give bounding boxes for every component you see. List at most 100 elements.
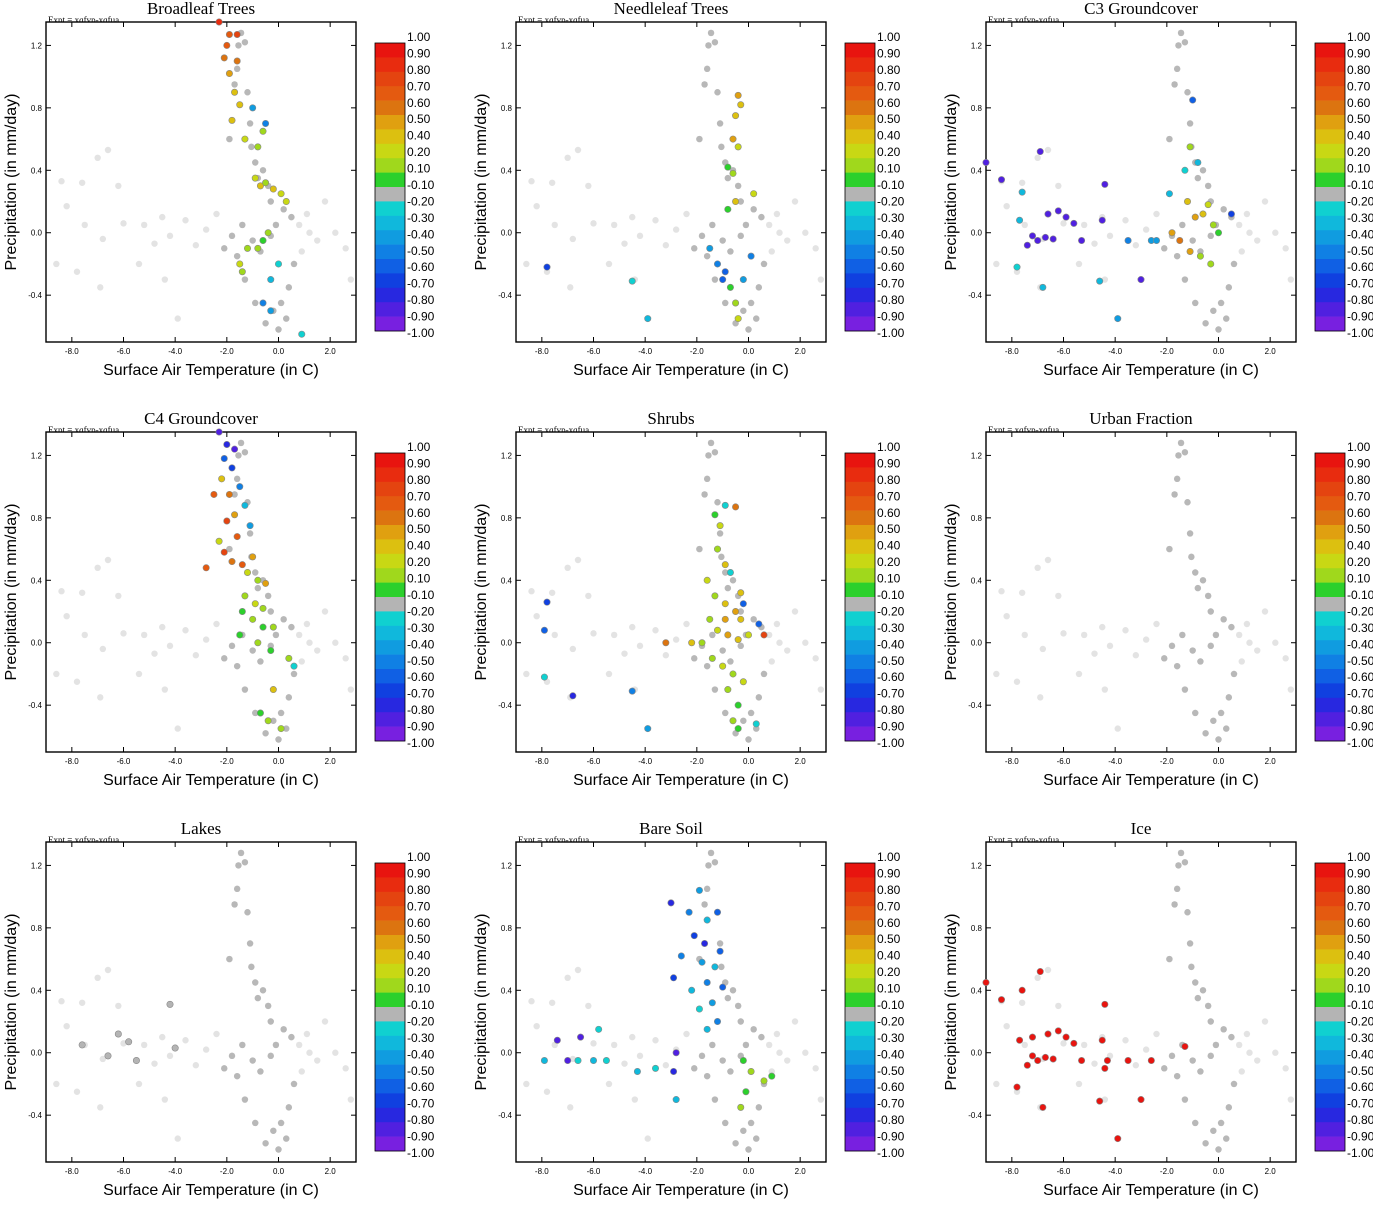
core-point bbox=[235, 862, 242, 869]
colorbar-bin bbox=[845, 143, 875, 159]
core-point bbox=[747, 299, 755, 307]
background-point bbox=[574, 966, 582, 974]
y-tick-label: 0.4 bbox=[971, 166, 983, 175]
data-point bbox=[125, 1038, 133, 1046]
core-point bbox=[709, 221, 716, 229]
colorbar-label: 0.60 bbox=[1347, 96, 1371, 110]
colorbar-label: 0.80 bbox=[407, 473, 431, 487]
background-point bbox=[784, 647, 791, 654]
background-point bbox=[63, 612, 70, 620]
background-point bbox=[342, 655, 349, 662]
background-point bbox=[773, 620, 781, 628]
core-point bbox=[755, 284, 763, 291]
y-tick-label: 0.8 bbox=[971, 514, 983, 523]
colorbar-bin bbox=[375, 978, 405, 993]
background-point bbox=[1101, 686, 1109, 693]
colorbar-frame bbox=[844, 452, 876, 742]
plot-frame bbox=[985, 841, 1297, 1163]
colorbar-label: -0.40 bbox=[407, 637, 435, 651]
y-tick-label: 1.2 bbox=[31, 451, 43, 460]
core-point bbox=[1161, 655, 1168, 662]
core-point bbox=[221, 1065, 228, 1072]
colorbar-label: 0.80 bbox=[877, 473, 901, 487]
data-point bbox=[737, 615, 745, 623]
colorbar-label: -0.20 bbox=[877, 1014, 905, 1028]
background-point bbox=[523, 1080, 530, 1088]
colorbar-bin bbox=[845, 1064, 875, 1080]
expt-label: Expt = xqfvp-xqfua bbox=[48, 15, 119, 25]
colorbar-bin bbox=[1315, 949, 1345, 965]
core-point bbox=[1168, 642, 1176, 650]
data-point bbox=[602, 1057, 610, 1065]
y-tick-label: 0.0 bbox=[501, 1049, 513, 1058]
core-point bbox=[1197, 658, 1204, 665]
core-point bbox=[248, 143, 255, 151]
colorbar-bin bbox=[1315, 597, 1345, 612]
core-point bbox=[1215, 1146, 1222, 1153]
core-point bbox=[701, 901, 708, 908]
background-point bbox=[1021, 631, 1028, 639]
colorbar-label: 0.10 bbox=[877, 162, 901, 176]
x-tick-label: 2.0 bbox=[1265, 347, 1277, 356]
core-point bbox=[267, 1052, 274, 1060]
data-point bbox=[540, 673, 548, 681]
colorbar-bin bbox=[375, 215, 405, 231]
colorbar-bin bbox=[845, 158, 875, 173]
core-point bbox=[1177, 29, 1185, 37]
data-point bbox=[633, 1067, 641, 1075]
colorbar-bin bbox=[1315, 1136, 1345, 1152]
colorbar-bin bbox=[375, 1093, 405, 1109]
data-point bbox=[1062, 1033, 1070, 1041]
y-tick-label: 0.4 bbox=[971, 576, 983, 585]
core-point bbox=[718, 143, 725, 151]
background-point bbox=[548, 999, 556, 1006]
plot-frame bbox=[985, 21, 1297, 343]
panel: Bare Soil Expt = xqfvp-xqfua -8.0 -6.0 -4.0 -… bbox=[470, 819, 925, 1220]
background-point bbox=[115, 1002, 122, 1010]
colorbar-bin bbox=[375, 625, 405, 641]
colorbar-bin bbox=[1315, 43, 1345, 58]
core-point bbox=[246, 940, 254, 947]
core-point bbox=[1210, 1127, 1217, 1134]
core-point bbox=[1192, 1119, 1199, 1127]
data-point bbox=[1016, 216, 1024, 224]
colorbar-bin bbox=[375, 273, 405, 289]
scatter-panel: Bare Soil Expt = xqfvp-xqfua -8.0 -6.0 -4.0 -… bbox=[473, 819, 905, 1199]
y-tick-label: 0.0 bbox=[971, 229, 983, 238]
colorbar-bin bbox=[375, 158, 405, 173]
background-point bbox=[1039, 645, 1047, 653]
core-point bbox=[259, 167, 267, 174]
background-point bbox=[523, 260, 530, 268]
data-point bbox=[1137, 1096, 1145, 1104]
colorbar-label: 0.40 bbox=[877, 129, 901, 143]
background-point bbox=[590, 630, 597, 637]
data-point bbox=[721, 501, 729, 509]
colorbar-label: -0.50 bbox=[407, 654, 435, 668]
colorbar-label: -0.60 bbox=[1347, 260, 1373, 274]
core-point bbox=[724, 174, 732, 182]
data-point bbox=[225, 30, 233, 38]
colorbar-label: -0.50 bbox=[877, 1064, 905, 1078]
colorbar-label: -0.80 bbox=[1347, 703, 1373, 717]
data-point bbox=[729, 169, 737, 177]
colorbar-label: 0.50 bbox=[407, 112, 431, 126]
colorbar-bin bbox=[375, 287, 405, 303]
data-point bbox=[104, 1052, 112, 1060]
colorbar-bin bbox=[1315, 568, 1345, 583]
colorbar-bin bbox=[1315, 1035, 1345, 1051]
colorbar-bin bbox=[375, 992, 405, 1008]
core-point bbox=[696, 545, 703, 553]
core-point bbox=[1173, 1072, 1181, 1080]
colorbar-label: -0.40 bbox=[1347, 227, 1373, 241]
colorbar-bin bbox=[1315, 1007, 1345, 1022]
background-point bbox=[1013, 678, 1021, 685]
colorbar-bin bbox=[1315, 510, 1345, 526]
colorbar-bin bbox=[1315, 683, 1345, 699]
core-point bbox=[1204, 592, 1212, 600]
colorbar-bin bbox=[1315, 640, 1345, 655]
data-point bbox=[259, 299, 267, 307]
data-point bbox=[1147, 1057, 1155, 1065]
y-tick-label: -0.4 bbox=[968, 291, 982, 300]
x-tick-label: 0.0 bbox=[1213, 757, 1225, 766]
background-point bbox=[81, 221, 88, 229]
